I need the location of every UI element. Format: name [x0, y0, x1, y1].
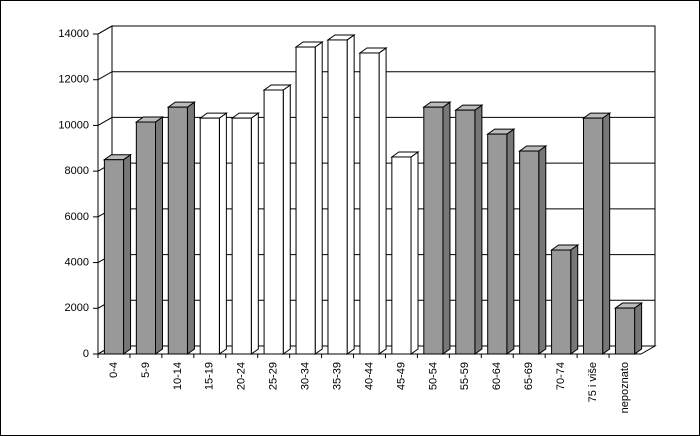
bar-side	[538, 145, 547, 355]
bar	[167, 106, 188, 355]
y-tick-label: 2000	[65, 302, 89, 314]
y-tick-label: 10000	[58, 119, 89, 131]
x-tick-label: 5-9	[140, 362, 152, 378]
bar	[519, 150, 540, 355]
bar-side	[474, 104, 483, 355]
x-tick-label: 75 i više	[587, 362, 599, 402]
x-tick-label: 25-29	[268, 362, 280, 390]
x-tick-label: 10-14	[172, 362, 184, 390]
bar	[295, 46, 316, 355]
bar-side	[154, 116, 163, 355]
y-tick-label: 6000	[65, 211, 89, 223]
x-tick-label: 0-4	[108, 362, 120, 378]
bar	[391, 156, 412, 355]
bar-side	[410, 150, 419, 355]
x-tick-label: 45-49	[395, 362, 407, 390]
bar-side	[123, 153, 132, 355]
x-tick-label: 20-24	[236, 362, 248, 390]
x-tick-label: 65-69	[523, 362, 535, 390]
x-tick-label: 50-54	[427, 362, 439, 390]
bar	[455, 109, 476, 355]
bar	[487, 133, 508, 355]
x-tick-label: nepoznato	[619, 362, 631, 413]
grid-line	[97, 25, 655, 35]
bar-side	[570, 244, 579, 355]
bar-side	[378, 46, 387, 355]
bar	[231, 117, 252, 355]
y-tick-label: 14000	[58, 28, 89, 40]
bar-side	[250, 112, 259, 355]
bar-side	[346, 33, 355, 355]
y-tick-label: 8000	[65, 165, 89, 177]
bar-side	[634, 302, 643, 355]
y-tick-label: 12000	[58, 74, 89, 86]
y-tick-label: 0	[83, 348, 89, 360]
bar	[135, 121, 156, 355]
bar	[423, 106, 444, 355]
bar-side	[314, 41, 323, 355]
bar-side	[218, 112, 227, 355]
bar-side	[602, 112, 611, 355]
x-tick-label: 40-44	[363, 362, 375, 390]
bar	[614, 307, 636, 355]
x-tick-label: 15-19	[204, 362, 216, 390]
bar-side	[282, 84, 291, 355]
bar-side	[506, 128, 515, 355]
grid-line	[97, 71, 655, 81]
x-tick-label: 55-59	[459, 362, 471, 390]
x-tick-label: 70-74	[555, 362, 567, 390]
bar	[263, 89, 284, 355]
bar	[359, 52, 380, 355]
bar-side	[442, 101, 451, 355]
x-tick-label: 35-39	[331, 362, 343, 390]
x-tick-label: 60-64	[491, 362, 503, 390]
bar	[583, 117, 604, 355]
y-tick-label: 4000	[65, 256, 89, 268]
bar	[103, 159, 125, 355]
x-tick-label: 30-34	[300, 362, 312, 390]
bar	[551, 249, 572, 355]
bar-side	[186, 101, 195, 355]
bar	[327, 39, 348, 355]
bar	[199, 117, 220, 355]
